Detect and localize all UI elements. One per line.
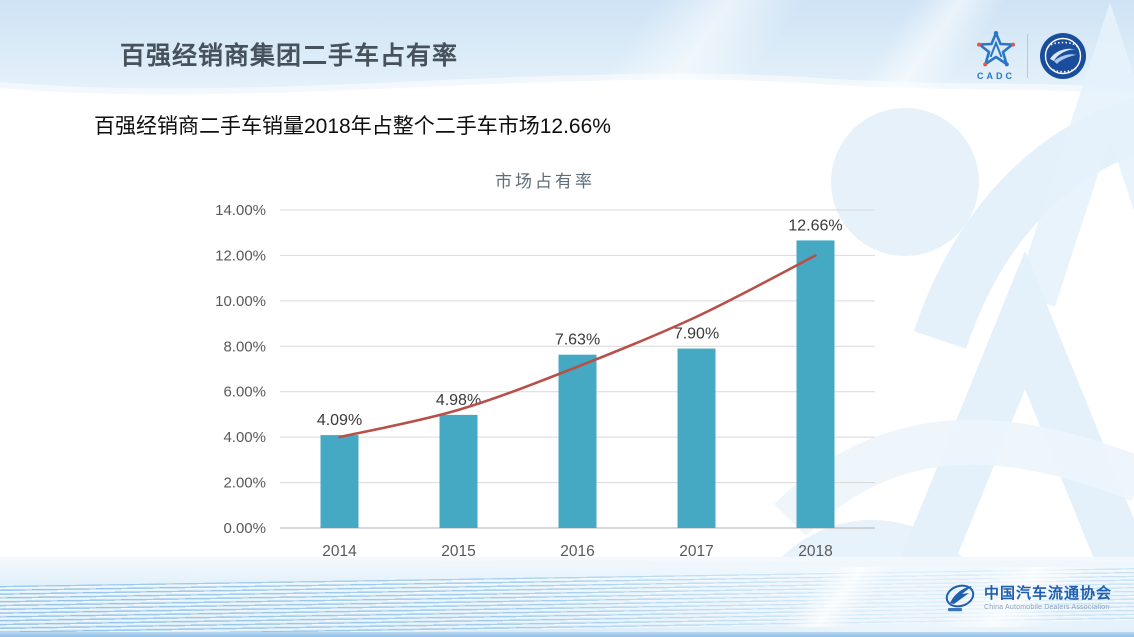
association-name-en: China Automobile Dealers Association [983, 604, 1110, 612]
cadc-logo: CADC [975, 30, 1017, 81]
watermark-swoosh [913, 98, 1134, 349]
logo-divider [1027, 33, 1028, 78]
bar-2015 [439, 414, 478, 528]
chart-text: 6.00% [223, 384, 266, 401]
chart-text: 0.00% [223, 520, 266, 537]
slide-bottom-edge [0, 632, 1134, 637]
header-logos: CADC [975, 30, 1088, 81]
chart-text: 4.00% [223, 429, 266, 446]
bar-2017 [677, 348, 716, 528]
bar-2018 [796, 240, 835, 529]
page-title: 百强经销商集团二手车占有率 [120, 42, 459, 70]
association-name-block: 中国汽车流通协会 China Automobile Dealers Associ… [984, 586, 1112, 611]
chart-text: 7.90% [674, 326, 719, 343]
header-wave-decoration [0, 73, 1134, 108]
cadc-logo-label: CADC [977, 71, 1015, 81]
chart-text: 7.63% [555, 332, 600, 349]
association-footer-logo: 中国汽车流通协会 China Automobile Dealers Associ… [942, 581, 1112, 617]
chart-text: 12.66% [788, 217, 842, 234]
watermark-circle [831, 108, 979, 256]
association-emblem-icon [1040, 32, 1086, 79]
slide-subtitle: 百强经销商二手车销量2018年占整个二手车市场12.66% [94, 115, 611, 138]
chart-text: 4.09% [317, 412, 362, 429]
cadc-star-icon [977, 31, 1015, 67]
chart-text: 8.00% [223, 338, 266, 355]
chart-text: 4.98% [436, 392, 481, 409]
chart-text: 14.00% [215, 202, 266, 219]
bar-2014 [320, 435, 359, 528]
association-wing-icon [945, 584, 975, 612]
chart-text: 12.00% [215, 247, 266, 264]
trend-line [338, 254, 817, 439]
chart-text: 市场占有率 [495, 172, 595, 191]
chart-text: 2.00% [223, 475, 266, 492]
watermark-swoosh [774, 419, 1134, 537]
bar-2016 [558, 354, 597, 528]
chart-text: 10.00% [215, 293, 266, 310]
association-name-cn: 中国汽车流通协会 [983, 585, 1112, 603]
